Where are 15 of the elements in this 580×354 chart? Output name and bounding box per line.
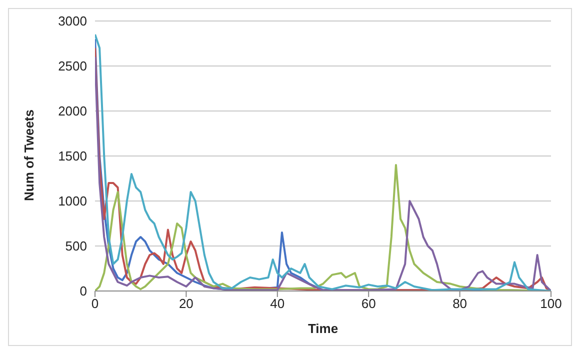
y-tick-label: 2500 [58,58,87,74]
x-tick-label: 0 [91,296,99,312]
y-tick-label: 2000 [58,104,87,119]
x-tick-label: 40 [270,296,285,312]
y-tick-label: 0 [80,284,87,299]
x-tick-label: 100 [540,296,562,312]
y-tick-label: 3000 [58,14,87,29]
x-tick-label: 80 [452,296,468,312]
y-tick-label: 1500 [58,148,87,164]
x-axis-title: Time [308,321,338,336]
y-tick-label: 500 [65,238,87,254]
y-tick-label: 1000 [58,194,87,209]
x-tick-label: 20 [178,296,194,312]
x-tick-label: 60 [361,296,376,312]
y-axis-title: Num of Tweets [22,110,37,201]
